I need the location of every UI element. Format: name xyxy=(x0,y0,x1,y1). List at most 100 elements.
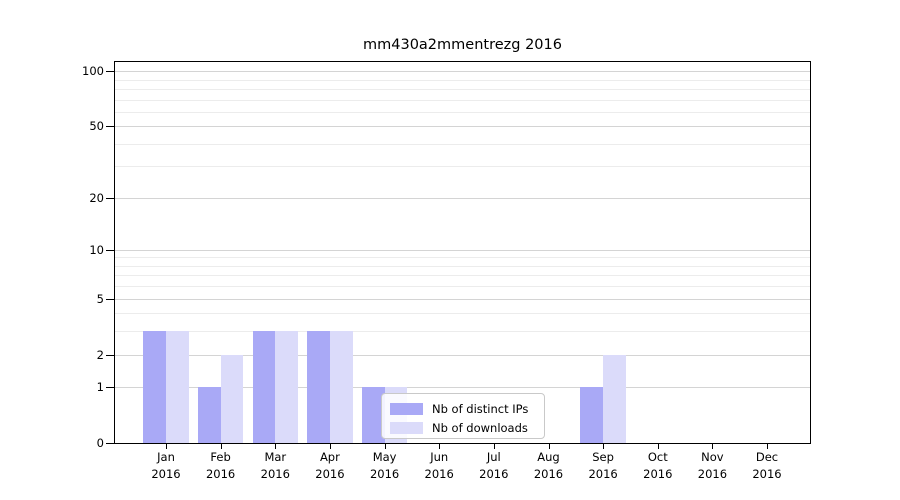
x-tick-year: 2016 xyxy=(315,467,345,481)
x-tick-year: 2016 xyxy=(151,467,181,481)
x-tick-month: Dec xyxy=(755,450,779,464)
gridline-major xyxy=(115,354,810,356)
x-tick-year: 2016 xyxy=(369,467,400,481)
y-tick-label: 50 xyxy=(89,119,104,134)
bar-feb-ips xyxy=(197,387,221,443)
x-tick-month: May xyxy=(372,450,397,464)
bar-mar-ips xyxy=(252,331,276,443)
x-tick-mark xyxy=(439,444,441,449)
x-tick-month: Jun xyxy=(430,450,449,464)
bar-sep-ips xyxy=(580,387,604,443)
y-tick-label: 2 xyxy=(96,347,104,362)
legend-swatch xyxy=(390,402,423,415)
gridline-minor xyxy=(115,99,810,101)
x-tick-label-jan: Jan 2016 xyxy=(134,449,198,483)
x-tick-year: 2016 xyxy=(752,467,782,481)
x-tick-month: Sep xyxy=(592,450,614,464)
x-tick-label-may: May 2016 xyxy=(353,449,417,483)
x-tick-label-dec: Dec 2016 xyxy=(735,449,799,483)
y-tick-label: 100 xyxy=(82,64,104,78)
x-tick-mark xyxy=(712,444,714,449)
gridline-minor xyxy=(115,286,810,288)
gridline-minor xyxy=(115,166,810,168)
y-tick-label: 10 xyxy=(89,242,104,257)
gridline-major xyxy=(115,298,810,300)
y-tick-label: 20 xyxy=(89,190,104,205)
x-tick-month: Aug xyxy=(537,450,560,464)
x-tick-label-sep: Sep 2016 xyxy=(571,449,635,483)
x-tick-mark xyxy=(384,444,386,449)
bar-mar-downloads xyxy=(275,331,298,443)
x-tick-mark xyxy=(493,444,495,449)
bar-jan-ips xyxy=(143,331,166,443)
gridline-major xyxy=(115,71,810,72)
gridline-major xyxy=(115,126,810,128)
legend-entry: Nb of downloads xyxy=(390,418,536,437)
x-tick-year: 2016 xyxy=(643,467,673,481)
x-tick-label-jun: Jun 2016 xyxy=(407,449,471,483)
x-tick-month: Nov xyxy=(701,450,724,464)
gridline-minor xyxy=(115,79,810,81)
x-tick-month: Jul xyxy=(486,450,501,464)
x-tick-mark xyxy=(166,444,167,449)
y-tick-mark xyxy=(106,298,114,300)
x-tick-year: 2016 xyxy=(205,467,236,481)
bar-jan-downloads xyxy=(166,331,189,443)
x-tick-year: 2016 xyxy=(479,467,509,481)
bar-sep-downloads xyxy=(603,354,626,443)
legend: Nb of distinct IPs Nb of downloads xyxy=(381,393,545,439)
x-tick-mark xyxy=(603,444,605,449)
x-tick-label-mar: Mar 2016 xyxy=(243,449,307,483)
gridline-minor xyxy=(115,331,810,333)
legend-label: Nb of downloads xyxy=(432,420,528,435)
x-tick-year: 2016 xyxy=(533,467,564,481)
gridline-minor xyxy=(115,111,810,113)
y-tick-label: 5 xyxy=(96,291,104,306)
x-tick-label-oct: Oct 2016 xyxy=(626,449,690,483)
legend-swatch xyxy=(390,421,423,434)
x-tick-label-aug: Aug 2016 xyxy=(517,449,581,483)
x-tick-month: Jan xyxy=(157,450,175,464)
gridline-minor xyxy=(115,143,810,145)
x-tick-label-apr: Apr 2016 xyxy=(298,449,362,483)
y-tick-mark xyxy=(106,443,114,444)
x-tick-year: 2016 xyxy=(697,467,728,481)
x-tick-month: Feb xyxy=(210,450,231,464)
gridline-minor xyxy=(115,275,810,277)
x-tick-mark xyxy=(275,444,277,449)
y-tick-mark xyxy=(106,197,114,199)
gridline-minor xyxy=(115,257,810,259)
x-tick-mark xyxy=(767,444,768,449)
gridline-major xyxy=(115,387,810,389)
plot-area xyxy=(114,61,811,444)
x-tick-year: 2016 xyxy=(260,467,290,481)
y-tick-mark xyxy=(106,249,114,251)
x-tick-mark xyxy=(548,444,550,449)
x-tick-month: Apr xyxy=(319,450,340,464)
gridline-minor xyxy=(115,313,810,315)
x-tick-mark xyxy=(657,444,659,449)
gridline-minor xyxy=(115,265,810,267)
x-tick-label-jul: Jul 2016 xyxy=(462,449,526,483)
y-tick-mark xyxy=(106,71,114,72)
gridline-major xyxy=(115,197,810,199)
bar-feb-downloads xyxy=(220,354,244,443)
y-tick-label: 1 xyxy=(96,380,104,395)
bar-may-ips xyxy=(361,387,385,443)
bar-apr-ips xyxy=(307,331,330,443)
y-tick-mark xyxy=(106,387,114,389)
chart-title: mm430a2mmentrezg 2016 xyxy=(363,37,562,53)
x-tick-label-nov: Nov 2016 xyxy=(680,449,744,483)
x-tick-year: 2016 xyxy=(424,467,454,481)
x-tick-label-feb: Feb 2016 xyxy=(189,449,253,483)
y-tick-mark xyxy=(106,126,114,128)
gridline-major xyxy=(115,249,810,251)
gridline-minor xyxy=(115,88,810,90)
y-tick-label: 0 xyxy=(96,436,104,450)
x-tick-month: Mar xyxy=(264,450,287,464)
bar-apr-downloads xyxy=(329,331,353,443)
x-tick-mark xyxy=(220,444,222,449)
x-tick-month: Oct xyxy=(647,450,668,464)
y-tick-mark xyxy=(106,354,114,356)
